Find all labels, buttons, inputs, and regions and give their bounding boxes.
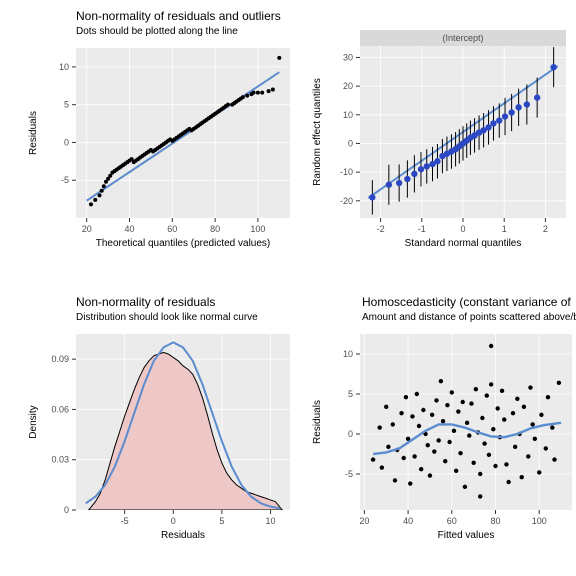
svg-text:-5: -5 [61, 175, 69, 185]
svg-text:Density: Density [28, 405, 39, 438]
svg-text:0: 0 [171, 516, 176, 526]
svg-text:5: 5 [219, 516, 224, 526]
svg-text:Random effect quantiles: Random effect quantiles [312, 78, 323, 186]
svg-text:0: 0 [348, 429, 353, 439]
svg-text:10: 10 [59, 62, 69, 72]
svg-text:0: 0 [64, 137, 69, 147]
svg-text:10: 10 [266, 516, 276, 526]
svg-text:100: 100 [532, 516, 547, 526]
svg-text:80: 80 [210, 224, 220, 234]
svg-text:-1: -1 [418, 224, 426, 234]
svg-text:5: 5 [348, 389, 353, 399]
svg-text:80: 80 [490, 516, 500, 526]
svg-text:-20: -20 [340, 196, 353, 206]
svg-text:10: 10 [343, 110, 353, 120]
svg-text:Residuals: Residuals [312, 400, 323, 444]
svg-text:0: 0 [460, 224, 465, 234]
svg-text:-10: -10 [340, 167, 353, 177]
svg-text:Distribution should look like: Distribution should look like normal cur… [76, 312, 258, 323]
svg-text:Residuals: Residuals [161, 530, 205, 541]
svg-text:0.06: 0.06 [51, 404, 69, 414]
svg-text:5: 5 [64, 100, 69, 110]
svg-text:60: 60 [167, 224, 177, 234]
svg-text:(Intercept): (Intercept) [442, 33, 483, 43]
svg-text:Theoretical quantiles (predict: Theoretical quantiles (predicted values) [96, 238, 271, 249]
svg-text:20: 20 [343, 81, 353, 91]
svg-text:-5: -5 [345, 469, 353, 479]
svg-text:Dots should be plotted along t: Dots should be plotted along the line [76, 26, 238, 37]
svg-text:Homoscedasticity (constant var: Homoscedasticity (constant variance of [362, 295, 571, 309]
svg-text:20: 20 [82, 224, 92, 234]
svg-text:Non-normality of residuals: Non-normality of residuals [76, 295, 215, 309]
svg-text:30: 30 [343, 52, 353, 62]
svg-text:0: 0 [348, 138, 353, 148]
svg-text:-5: -5 [121, 516, 129, 526]
svg-text:20: 20 [359, 516, 369, 526]
svg-text:Standard normal quantiles: Standard normal quantiles [405, 238, 522, 249]
svg-text:Fitted values: Fitted values [438, 530, 495, 541]
svg-text:Non-normality of residuals and: Non-normality of residuals and outliers [76, 9, 281, 23]
svg-text:Amount and distance of points: Amount and distance of points scattered … [362, 312, 576, 323]
svg-text:40: 40 [403, 516, 413, 526]
svg-text:2: 2 [543, 224, 548, 234]
svg-text:10: 10 [343, 349, 353, 359]
svg-text:0.03: 0.03 [51, 455, 69, 465]
svg-text:-2: -2 [377, 224, 385, 234]
svg-text:0.09: 0.09 [51, 354, 69, 364]
svg-text:Residuals: Residuals [28, 111, 39, 155]
svg-text:100: 100 [250, 224, 265, 234]
svg-text:60: 60 [447, 516, 457, 526]
svg-text:0: 0 [64, 505, 69, 515]
svg-text:40: 40 [124, 224, 134, 234]
svg-text:1: 1 [502, 224, 507, 234]
